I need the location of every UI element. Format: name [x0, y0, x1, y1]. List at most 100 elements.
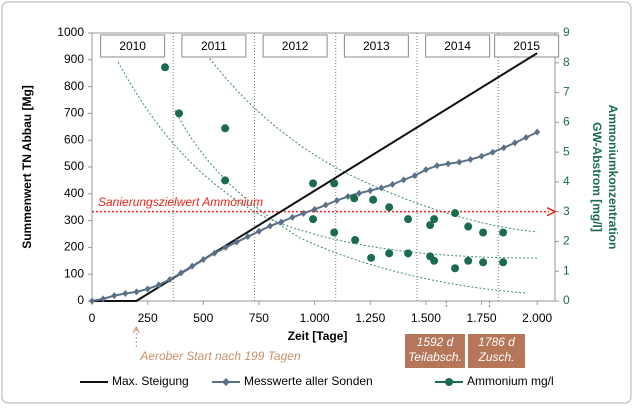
target-arrow	[546, 206, 557, 217]
marker	[255, 227, 262, 235]
start-arrow	[132, 325, 140, 334]
y-tick-label: 100	[64, 266, 84, 280]
target-label: Sanierungszielwert Ammonium	[98, 195, 263, 209]
marker	[511, 139, 518, 147]
y2-axis-label: GW-Abstrom [mg/l]	[590, 122, 604, 232]
x-tick-label: 500	[193, 311, 213, 325]
y2-tick-label: 7	[563, 85, 570, 99]
y-tick-label: 200	[64, 240, 84, 254]
year-box	[425, 34, 491, 58]
y-tick-label: 900	[64, 52, 84, 66]
marker	[144, 285, 151, 293]
x-tick-label: 0	[89, 311, 96, 325]
y-axis-label: Summenwert TN Abbau [Mg]	[20, 85, 34, 249]
y-tick-label: 500	[64, 159, 84, 173]
marker	[200, 255, 207, 263]
series-line	[92, 52, 538, 302]
marker	[467, 155, 474, 163]
marker	[267, 222, 274, 230]
point	[175, 109, 184, 118]
point	[464, 222, 473, 231]
legend-label: Messwerte aller Sonden	[244, 374, 373, 388]
year-label: 2013	[363, 39, 390, 53]
marker	[378, 184, 385, 192]
marker	[211, 249, 218, 257]
marker	[500, 144, 507, 152]
y-tick-label: 400	[64, 186, 84, 200]
marker	[244, 233, 251, 241]
point	[464, 256, 473, 265]
year-label: 2014	[444, 39, 471, 53]
y-tick-label: 600	[64, 132, 84, 146]
frame	[1, 1, 632, 404]
marker	[478, 152, 485, 160]
y2-tick-label: 5	[563, 144, 570, 158]
event-label: 1592 d	[417, 335, 454, 349]
marker	[400, 176, 407, 184]
year-label: 2015	[513, 39, 540, 53]
marker	[456, 158, 463, 166]
point	[404, 215, 413, 224]
envelope	[174, 109, 526, 294]
point	[451, 264, 460, 273]
point	[479, 228, 488, 237]
marker	[534, 128, 541, 136]
point	[499, 258, 508, 267]
marker	[100, 295, 107, 303]
point	[404, 249, 413, 258]
marker	[489, 148, 496, 156]
x-tick-label: 250	[138, 311, 158, 325]
marker	[322, 201, 329, 209]
point	[309, 179, 318, 188]
y-tick-label: 1000	[57, 25, 84, 39]
point	[430, 215, 439, 224]
year-box	[494, 34, 560, 58]
marker	[523, 134, 530, 142]
event-box	[405, 334, 465, 368]
marker	[89, 297, 95, 305]
y2-tick-label: 3	[563, 204, 570, 218]
point	[430, 256, 439, 265]
marker	[411, 172, 418, 180]
start-label: Aerober Start nach 199 Tagen	[139, 349, 301, 363]
marker	[389, 180, 396, 188]
marker	[367, 187, 374, 195]
event-label: 1786 d	[478, 335, 515, 349]
y2-tick-label: 2	[563, 234, 570, 248]
point	[385, 203, 394, 212]
point	[351, 235, 360, 244]
event-label: Zusch.	[477, 350, 514, 364]
marker	[233, 238, 240, 246]
y-tick-label: 300	[64, 213, 84, 227]
marker	[133, 288, 140, 296]
point	[451, 209, 460, 218]
legend-marker	[222, 378, 230, 386]
point	[385, 249, 394, 258]
year-box	[343, 34, 409, 58]
marker	[278, 218, 285, 226]
marker	[222, 243, 229, 251]
x-axis-label: Zeit [Tage]	[288, 329, 348, 343]
year-box	[262, 34, 328, 58]
year-label: 2012	[282, 39, 309, 53]
year-label: 2010	[119, 39, 146, 53]
x-tick-label: 1.500	[411, 311, 441, 325]
x-tick-label: 2.000	[522, 311, 552, 325]
y2-axis-label: Ammoniumkonzentration	[606, 105, 620, 250]
x-tick-label: 750	[249, 311, 269, 325]
point	[330, 228, 339, 237]
legend-label: Ammonium mg/l	[467, 374, 554, 388]
point	[350, 194, 359, 203]
point	[221, 176, 230, 185]
year-label: 2011	[201, 39, 227, 53]
marker	[155, 281, 162, 289]
marker	[289, 213, 296, 221]
y-tick-label: 700	[64, 106, 84, 120]
marker	[333, 197, 340, 204]
point	[161, 63, 170, 72]
point	[221, 124, 230, 133]
marker	[434, 162, 441, 170]
y-tick-label: 0	[77, 293, 84, 307]
marker	[178, 269, 185, 277]
